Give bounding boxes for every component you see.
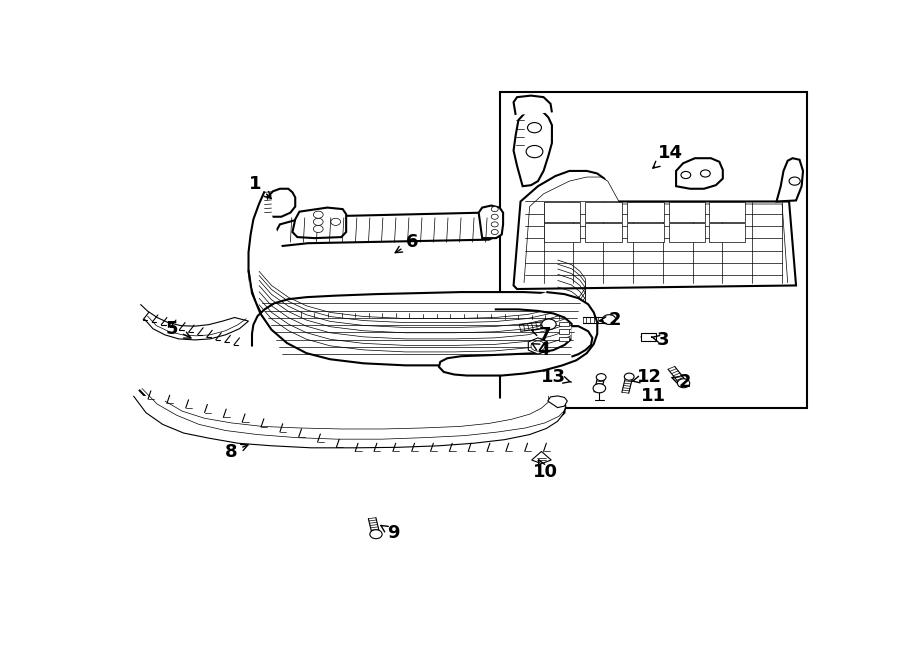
Polygon shape [528,338,547,354]
Text: 7: 7 [532,326,551,344]
Circle shape [491,214,499,219]
Polygon shape [524,177,788,283]
Circle shape [678,379,689,388]
Circle shape [491,222,499,227]
Text: 1: 1 [249,175,271,198]
Bar [559,329,570,334]
Circle shape [641,334,648,339]
Text: 6: 6 [395,233,419,253]
Polygon shape [514,171,796,289]
Circle shape [625,373,634,380]
Polygon shape [248,191,313,348]
Circle shape [370,529,382,539]
Circle shape [526,145,543,158]
Bar [641,332,656,341]
Bar [559,322,570,326]
Text: 10: 10 [533,460,557,481]
Text: 2: 2 [672,373,690,391]
Polygon shape [532,451,551,463]
Bar [627,202,663,222]
Circle shape [681,171,690,178]
Polygon shape [479,206,503,238]
Bar [559,337,570,342]
Bar [669,202,706,222]
Bar [669,223,706,242]
Circle shape [491,229,499,235]
Circle shape [531,341,544,351]
Polygon shape [548,396,567,408]
Polygon shape [514,110,552,186]
Bar [544,202,580,222]
Text: 4: 4 [532,341,550,359]
Bar [585,223,622,242]
Bar [544,223,580,242]
Circle shape [313,218,323,225]
Circle shape [649,334,655,339]
Circle shape [491,207,499,212]
Text: 11: 11 [641,387,666,405]
Polygon shape [777,158,803,202]
Bar [709,223,745,242]
Polygon shape [514,96,552,115]
Polygon shape [572,326,592,357]
Circle shape [313,211,323,218]
Circle shape [700,170,710,177]
Polygon shape [273,213,501,247]
Polygon shape [439,292,598,375]
Circle shape [593,383,606,393]
Polygon shape [248,270,595,366]
Bar [500,92,806,408]
Circle shape [597,373,606,381]
Text: 14: 14 [652,144,683,168]
Circle shape [313,225,323,233]
Circle shape [532,342,544,350]
Polygon shape [292,208,346,238]
Text: 5: 5 [166,320,191,338]
Circle shape [542,319,556,330]
Polygon shape [676,158,723,189]
Circle shape [602,315,616,325]
Circle shape [527,122,542,133]
Text: 2: 2 [599,311,621,329]
Text: 12: 12 [632,368,662,386]
Circle shape [331,218,340,225]
Text: 3: 3 [652,331,670,349]
Text: 9: 9 [381,524,399,542]
Polygon shape [140,304,248,340]
Polygon shape [265,189,295,217]
Polygon shape [139,390,564,441]
Bar [709,202,745,222]
Text: 8: 8 [225,443,248,461]
Circle shape [789,177,800,185]
Text: 13: 13 [541,368,572,386]
Polygon shape [133,396,566,447]
Bar [585,202,622,222]
Bar [627,223,663,242]
